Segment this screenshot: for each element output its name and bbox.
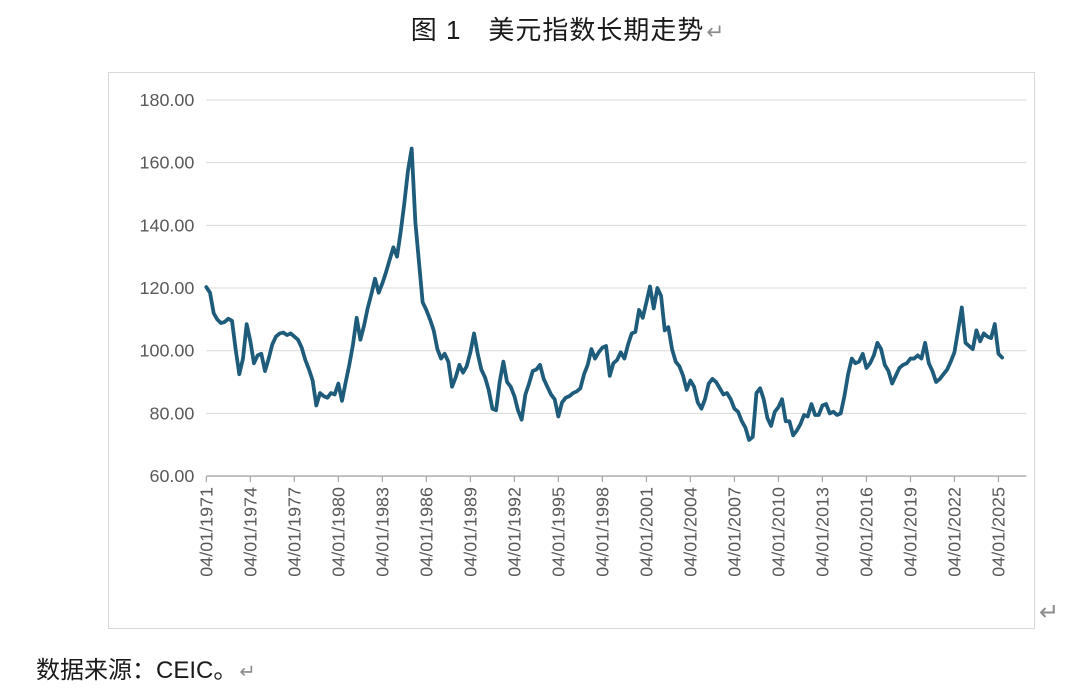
- us-dollar-index-line: [204, 146, 1005, 442]
- paragraph-mark-icon: ↵: [239, 661, 256, 683]
- y-axis-label: 160.00: [140, 153, 195, 173]
- x-axis-label: 04/01/1974: [241, 487, 261, 577]
- y-axis-label: 140.00: [140, 215, 195, 235]
- source-note-row: 数据来源：CEIC。 ↵: [36, 650, 256, 685]
- x-axis-label: 04/01/1980: [329, 487, 349, 577]
- x-axis-label: 04/01/2007: [725, 487, 745, 577]
- x-axis-label: 04/01/2001: [637, 487, 657, 577]
- y-axis-label: 80.00: [149, 403, 194, 423]
- x-axis-label: 04/01/2019: [901, 487, 921, 577]
- dollar-index-chart: 180.00 160.00 140.00 120.00 100.00 80.00 60.00…: [140, 90, 1027, 577]
- paragraph-mark-icon: ↵: [706, 20, 726, 44]
- y-axis-label: 100.00: [140, 341, 195, 361]
- x-axis-label: 04/01/2025: [989, 487, 1009, 577]
- x-axis-label: 04/01/2004: [681, 487, 701, 577]
- x-axis-label: 04/01/1977: [284, 487, 304, 577]
- data-source-text: 数据来源：CEIC。: [36, 657, 238, 684]
- x-axis-label: 04/01/2010: [769, 487, 789, 577]
- figure-title-row: 图 1 美元指数长期走势↵: [0, 10, 1080, 47]
- figure-title: 图 1 美元指数长期走势: [410, 15, 705, 45]
- x-axis-label: 04/01/1998: [593, 487, 613, 577]
- y-axis-label: 60.00: [149, 466, 194, 486]
- x-axis-label: 04/01/1971: [196, 487, 216, 577]
- chart-frame[interactable]: 180.00 160.00 140.00 120.00 100.00 80.00 60.00…: [108, 72, 1035, 629]
- x-axis-label: 04/01/1986: [417, 487, 437, 577]
- y-axis-label: 120.00: [140, 278, 195, 298]
- x-axis-label: 04/01/1992: [505, 487, 525, 577]
- x-axis-label: 04/01/2022: [945, 487, 965, 577]
- y-axis-label: 180.00: [140, 90, 195, 110]
- x-axis-label: 04/01/1995: [549, 487, 569, 577]
- x-axis-label: 04/01/2013: [813, 487, 833, 577]
- paragraph-mark-icon: ↵: [1039, 599, 1060, 626]
- x-axis-label: 04/01/1983: [373, 487, 393, 577]
- x-axis-label: 04/01/1989: [461, 487, 481, 577]
- x-axis-label: 04/01/2016: [857, 487, 877, 577]
